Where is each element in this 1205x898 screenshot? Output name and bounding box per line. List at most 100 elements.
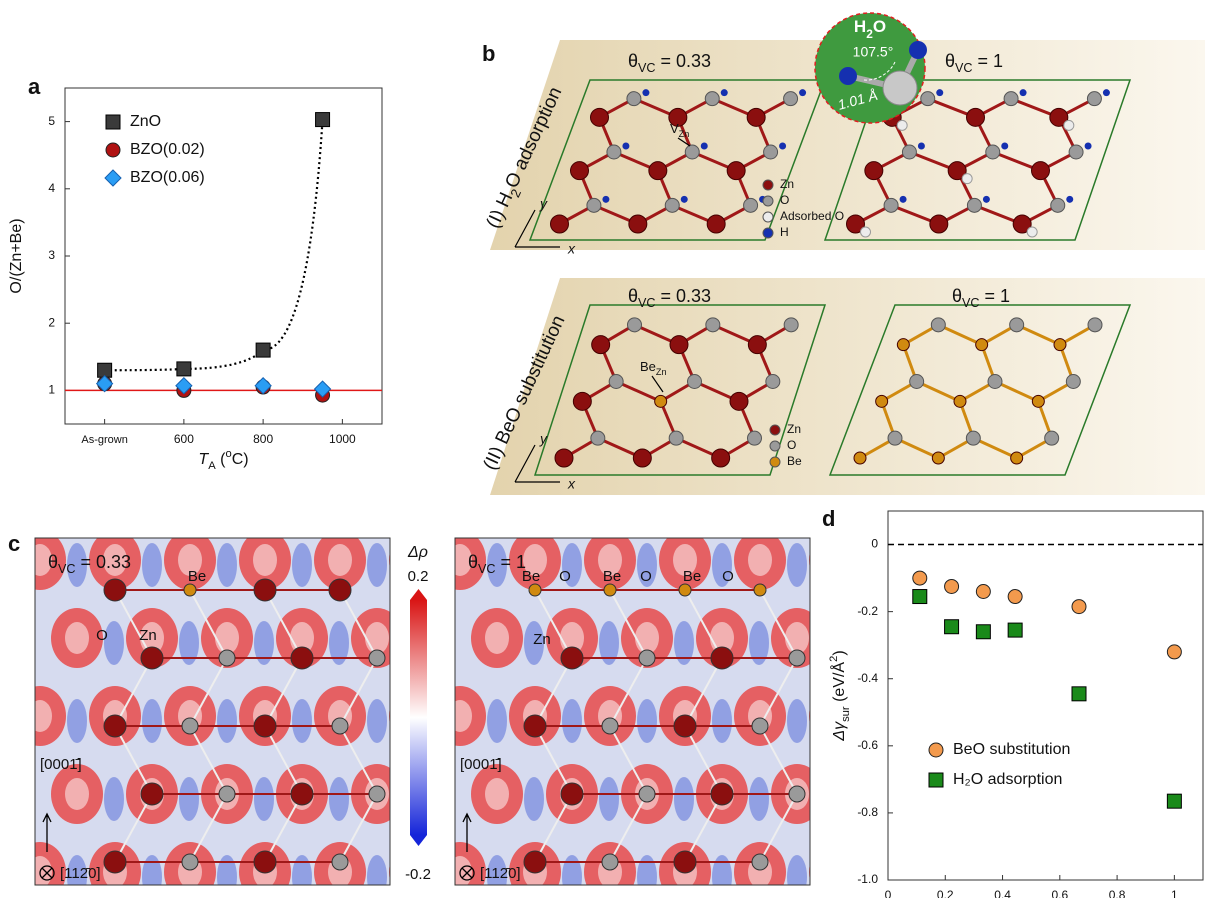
atom xyxy=(920,91,936,107)
bond xyxy=(339,589,378,659)
marker xyxy=(944,578,960,594)
legend-label: H xyxy=(780,225,789,239)
atom xyxy=(705,317,721,333)
density-blob xyxy=(523,544,547,576)
atom xyxy=(1084,142,1092,150)
text-part: θ xyxy=(468,552,478,572)
legend-symbol xyxy=(769,440,781,452)
density-blob xyxy=(329,621,349,665)
atom xyxy=(1031,161,1050,181)
defect-label: BeZn xyxy=(640,359,667,377)
atom xyxy=(779,142,787,150)
atom-label: O xyxy=(559,568,571,585)
atom xyxy=(550,214,569,234)
bond xyxy=(615,380,662,403)
legend-label: Zn xyxy=(787,422,801,436)
density-blob xyxy=(142,699,162,743)
density-blob xyxy=(367,699,387,743)
atom xyxy=(627,317,642,333)
coverage-label: θVC = 0.33 xyxy=(628,51,711,76)
bond xyxy=(609,589,648,659)
density-blob xyxy=(599,777,619,821)
atom xyxy=(711,448,731,468)
marker xyxy=(254,376,272,395)
bond xyxy=(684,589,723,659)
atom xyxy=(668,430,684,446)
atom xyxy=(1053,338,1067,352)
atom-label: Be xyxy=(683,568,701,585)
density-blob xyxy=(524,777,544,821)
density-blob xyxy=(67,699,87,743)
density-blob xyxy=(104,621,124,665)
legend-label: BZO(0.06) xyxy=(130,169,205,186)
legend-label: O xyxy=(780,193,789,207)
y-tick-label: 3 xyxy=(48,248,55,262)
marker xyxy=(912,589,928,605)
panel-label: a xyxy=(28,74,41,99)
atom xyxy=(763,144,779,160)
density-blob xyxy=(674,621,694,665)
text-part: A xyxy=(208,460,216,472)
density-blob xyxy=(487,855,507,885)
density-blob xyxy=(749,777,769,821)
atom-label: Be xyxy=(188,568,206,585)
density-blob xyxy=(178,544,202,576)
text-part: = 0.33 xyxy=(76,552,132,572)
density-blob xyxy=(292,699,312,743)
density-blob xyxy=(712,699,732,743)
x-tick-label: 800 xyxy=(253,432,273,446)
x-tick-label: 0 xyxy=(885,888,892,898)
atom xyxy=(586,197,602,213)
atom xyxy=(753,583,767,597)
density-blob xyxy=(748,544,772,576)
atom-label: Be xyxy=(522,568,540,585)
atom xyxy=(860,226,871,238)
direction-icon xyxy=(39,812,475,881)
atom xyxy=(987,374,1003,389)
atom xyxy=(678,583,692,597)
atom xyxy=(1019,89,1027,97)
legend-symbol xyxy=(928,742,944,758)
legend-label: BZO(0.02) xyxy=(130,141,205,158)
x-tick-label: 600 xyxy=(174,432,194,446)
bond xyxy=(114,793,153,863)
panel-label: b xyxy=(482,41,495,66)
bond xyxy=(189,657,228,727)
y-tick-label: -0.2 xyxy=(857,604,878,618)
text-part: θ xyxy=(48,552,58,572)
marker xyxy=(975,624,991,640)
atom xyxy=(590,107,609,127)
density-blob xyxy=(899,621,919,665)
atom xyxy=(591,335,611,355)
density-blob xyxy=(292,543,312,587)
text-part: O xyxy=(873,17,886,36)
atom xyxy=(103,714,127,738)
atom xyxy=(936,89,944,97)
axis-letter: y xyxy=(539,431,548,447)
bond xyxy=(189,589,228,659)
atom xyxy=(290,646,314,670)
pointer xyxy=(677,137,691,147)
atom xyxy=(875,394,889,408)
x-tick-label: As-grown xyxy=(81,434,127,446)
text-part: Δγ xyxy=(831,721,848,742)
colorbar-min: -0.2 xyxy=(405,866,431,883)
density-blob xyxy=(487,699,507,743)
marker xyxy=(313,380,332,398)
density-blob xyxy=(674,777,694,821)
atom xyxy=(218,785,236,803)
density-blob xyxy=(217,543,237,587)
text-part: Zn xyxy=(679,129,690,139)
atom xyxy=(1087,317,1103,333)
atom xyxy=(743,197,759,213)
atom xyxy=(140,646,164,670)
density-blob xyxy=(455,544,472,576)
density-blob xyxy=(367,543,387,587)
text-part: V xyxy=(670,121,679,136)
atom xyxy=(628,214,648,234)
density-blob xyxy=(67,543,87,587)
density-blob xyxy=(635,622,659,654)
bond xyxy=(759,657,798,727)
coverage-label: θVC = 0.33 xyxy=(48,552,131,577)
text-part: VC xyxy=(478,562,496,576)
